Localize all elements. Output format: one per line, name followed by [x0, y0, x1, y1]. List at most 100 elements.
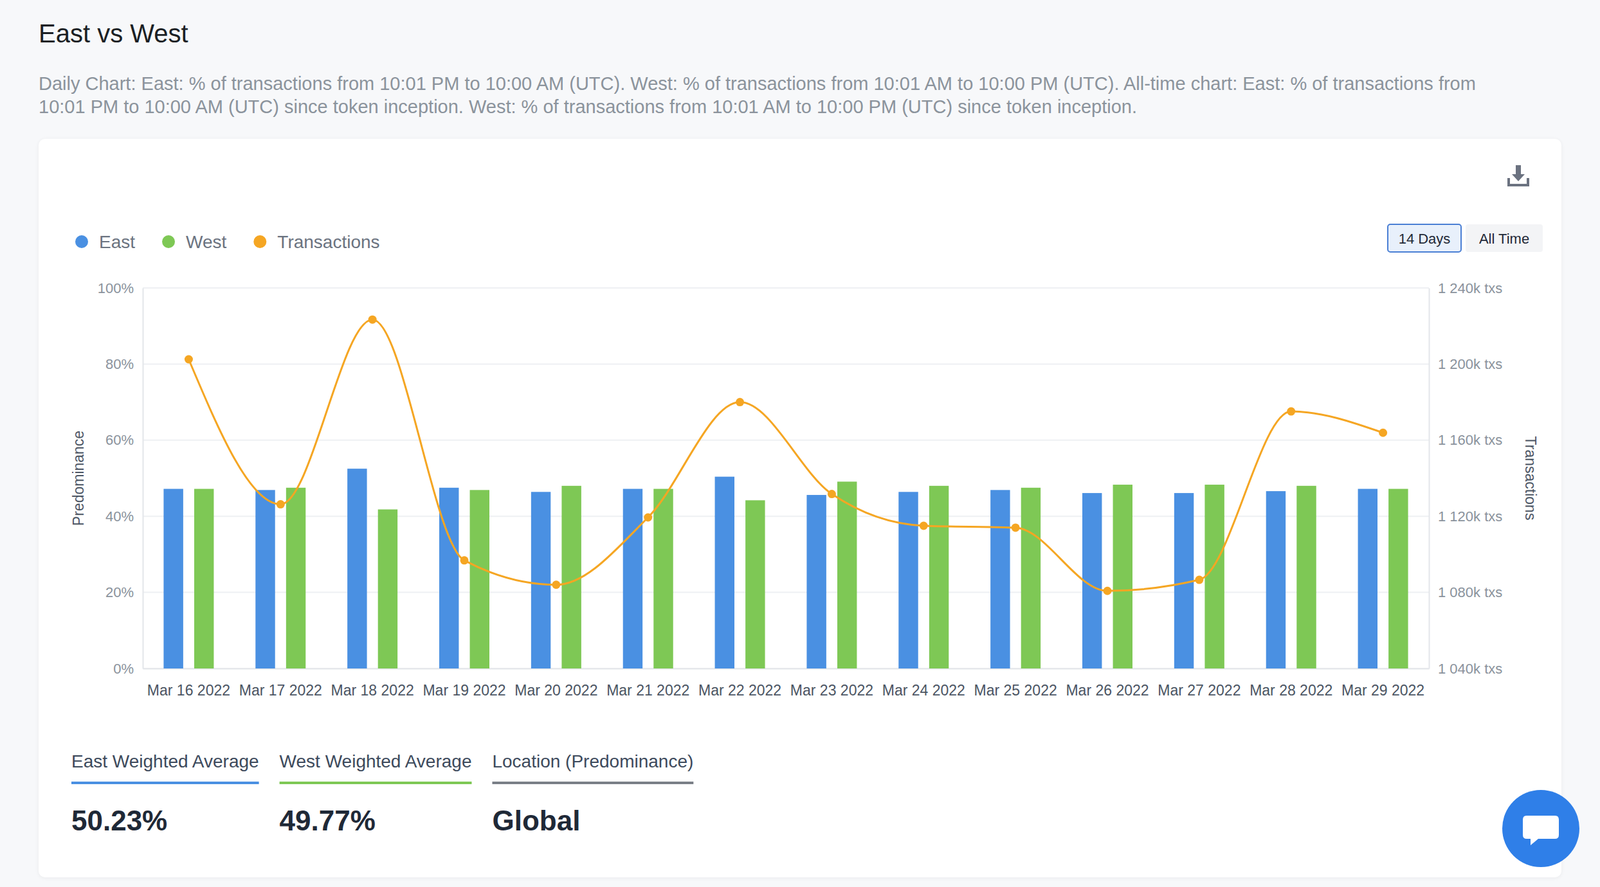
- chat-icon[interactable]: [1498, 786, 1584, 872]
- point: [184, 355, 193, 364]
- y2-axis: 1 040k txs 1 080k txs 1 120k txs 1 160k txs…: [1428, 280, 1503, 678]
- chat-button[interactable]: [1498, 786, 1584, 874]
- summary-item: Location (Predominance) Global: [491, 751, 694, 837]
- bar: [561, 486, 581, 669]
- line: [188, 319, 1383, 591]
- legend-label: West: [185, 232, 227, 253]
- legend: East West Transactions: [75, 232, 381, 253]
- legend-label: East: [99, 232, 136, 253]
- bar: [745, 500, 765, 669]
- point: [1378, 428, 1388, 438]
- tick-label: 1 080k txs: [1437, 584, 1503, 601]
- range-buttons: 14 Days All Time: [1387, 224, 1543, 253]
- tick-label: 1 160k txs: [1437, 432, 1503, 449]
- legend-item: East: [75, 232, 136, 253]
- tick: Mar 21 2022: [606, 668, 690, 700]
- bar-series: [194, 481, 1409, 669]
- bar: [806, 495, 826, 669]
- tick-label: 100%: [97, 280, 134, 297]
- chat-circle[interactable]: [1502, 790, 1580, 868]
- grid-line: [142, 668, 1429, 670]
- button-box[interactable]: [1465, 224, 1543, 253]
- line-markers: [184, 315, 1388, 596]
- tick: 100%: [97, 280, 143, 297]
- legend-item: West: [162, 232, 227, 253]
- tick-label: Mar 16 2022: [147, 682, 231, 700]
- tick-label: Mar 26 2022: [1065, 682, 1149, 700]
- tick-label: 60%: [105, 432, 134, 449]
- point: [1103, 587, 1112, 596]
- tick: Mar 20 2022: [514, 668, 598, 700]
- bar: [1021, 488, 1041, 669]
- tick: 1 200k txs: [1428, 356, 1503, 373]
- button-label[interactable]: All Time: [1479, 230, 1530, 247]
- legend-label: Transactions: [277, 232, 380, 253]
- axis-line: [142, 288, 145, 670]
- summary: East Weighted Average50.23%West Weighted…: [71, 751, 694, 837]
- summary-value: Global: [491, 805, 581, 837]
- bar-series: [163, 468, 1378, 669]
- bar: [1113, 484, 1133, 669]
- chat-bubble[interactable]: [1522, 816, 1559, 846]
- tick-label: Mar 17 2022: [239, 682, 323, 700]
- point: [827, 490, 837, 499]
- summary-value: 50.23%: [71, 805, 168, 837]
- tick: Mar 22 2022: [698, 668, 782, 700]
- tick: 0%: [113, 661, 143, 678]
- bar: [898, 491, 918, 669]
- bar: [255, 490, 275, 669]
- button-box[interactable]: [1387, 224, 1462, 253]
- axis-line: [143, 668, 1430, 671]
- range-button[interactable]: All Time: [1465, 224, 1543, 253]
- tick-label: 20%: [105, 584, 134, 601]
- tick-label: Mar 25 2022: [974, 682, 1058, 700]
- tick-label: 1 200k txs: [1437, 356, 1503, 373]
- summary-item: West Weighted Average 49.77%: [279, 751, 473, 837]
- bar: [378, 509, 398, 669]
- grid-line: [142, 592, 1429, 594]
- bar: [286, 488, 306, 669]
- bar: [990, 490, 1010, 669]
- point: [1286, 407, 1296, 417]
- legend-marker: [75, 235, 89, 249]
- tick-label: Mar 20 2022: [514, 682, 598, 700]
- bar: [623, 489, 643, 669]
- bar: [470, 490, 490, 669]
- y-axis: 0% 20% 40% 60% 80% 100%: [97, 280, 144, 678]
- download-icon[interactable]: [1508, 165, 1528, 186]
- tick: Mar 26 2022: [1065, 668, 1149, 700]
- chart-card: 0%20%40%60%80%100%1 040k txs1 080k txs1 …: [38, 138, 1562, 878]
- range-button[interactable]: 14 Days: [1387, 224, 1462, 253]
- bar: [929, 486, 949, 669]
- summary-value: 49.77%: [279, 805, 376, 837]
- button-label[interactable]: 14 Days: [1398, 230, 1451, 247]
- tick: 40%: [105, 508, 143, 525]
- tick-label: Mar 23 2022: [790, 682, 874, 700]
- summary-label: Location (Predominance): [491, 751, 694, 772]
- download-tray[interactable]: [1508, 178, 1528, 186]
- download-arrow[interactable]: [1511, 165, 1525, 182]
- tick-label: 1 040k txs: [1437, 661, 1503, 678]
- point: [460, 556, 469, 565]
- title: East vs West: [38, 19, 189, 49]
- tick-label: Mar 21 2022: [606, 682, 690, 700]
- point: [919, 522, 928, 531]
- bar: [837, 481, 857, 669]
- tick: 1 040k txs: [1428, 661, 1503, 678]
- tick: Mar 23 2022: [790, 668, 874, 700]
- bar: [1266, 491, 1286, 669]
- tick-label: 80%: [105, 356, 134, 373]
- bar: [653, 489, 673, 669]
- tick: Mar 16 2022: [147, 668, 231, 700]
- y-axis-title: Predominance: [70, 430, 87, 527]
- point: [276, 500, 285, 509]
- bar: [1204, 484, 1224, 669]
- tick-label: Mar 19 2022: [422, 682, 506, 700]
- y2-axis-title: Transactions: [1522, 436, 1539, 521]
- tick: 1 160k txs: [1428, 432, 1503, 449]
- tick-label: Mar 24 2022: [882, 682, 966, 700]
- summary-label: West Weighted Average: [279, 751, 473, 772]
- tick-label: 1 120k txs: [1437, 508, 1503, 525]
- tick-label: 1 240k txs: [1437, 280, 1503, 297]
- tick: Mar 24 2022: [882, 668, 966, 700]
